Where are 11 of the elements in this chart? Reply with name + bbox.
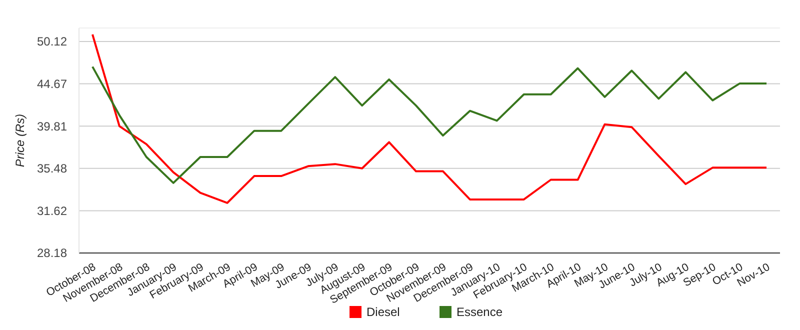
y-tick-label: 39.81 (36, 119, 68, 134)
y-tick-label: 28.18 (36, 246, 68, 260)
y-tick-label: 44.67 (36, 77, 68, 92)
legend-label: Essence (456, 305, 503, 320)
line-series (91, 66, 768, 184)
y-axis-title: Price (Rs) (13, 114, 27, 168)
line-series (91, 33, 768, 204)
y-tick-label: 35.48 (36, 162, 68, 176)
y-tick-label: 50.12 (36, 34, 68, 49)
legend-label: Diesel (366, 305, 400, 320)
y-tick-label: 31.62 (36, 204, 68, 218)
